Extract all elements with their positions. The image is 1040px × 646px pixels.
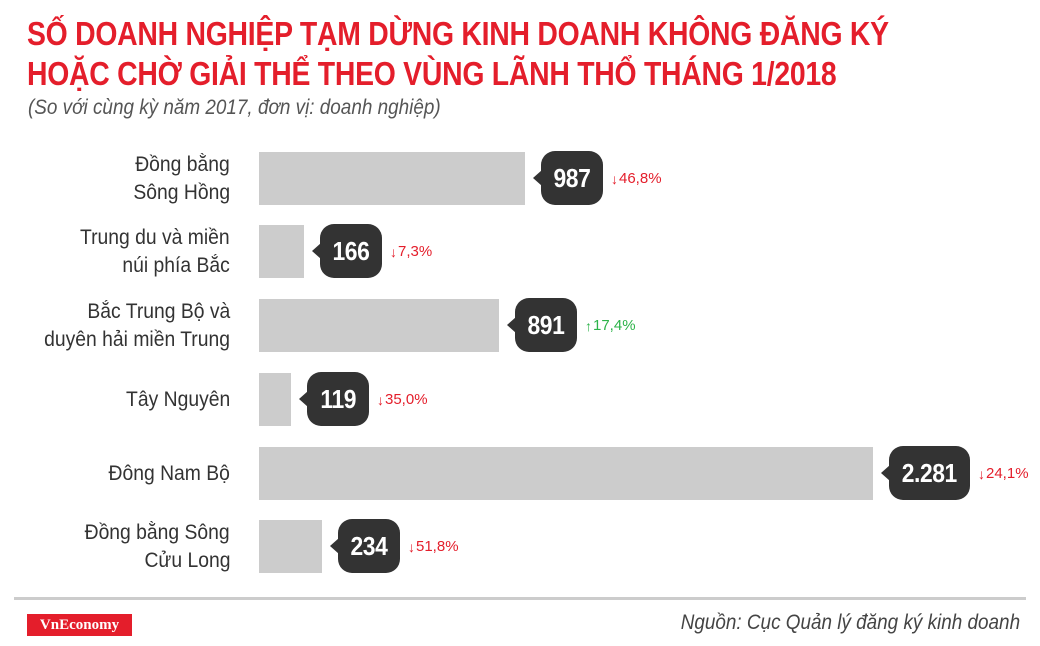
value-bubble: 891 <box>507 298 577 352</box>
chart-row: Đồng bằng Sông Hồng 987 ↓ 46,8% <box>0 151 1040 206</box>
category-label-line1: Đông Nam Bộ <box>108 462 230 485</box>
bar <box>259 299 499 352</box>
category-label: Tây Nguyên <box>117 373 230 427</box>
chart-subtitle: (So với cùng kỳ năm 2017, đơn vị: doanh … <box>28 96 441 119</box>
value-label: 987 <box>553 162 591 193</box>
arrow-up-icon: ↑ <box>585 317 592 334</box>
category-label-line1: Đồng bằng Sông <box>84 521 230 544</box>
source-note: Nguồn: Cục Quản lý đăng ký kinh doanh <box>680 611 1020 634</box>
chart-row: Bắc Trung Bộ và duyên hải miền Trung 891 ↑ 1… <box>0 298 1040 353</box>
arrow-down-icon: ↓ <box>611 170 618 187</box>
arrow-down-icon: ↓ <box>390 243 397 260</box>
category-label-line1: Đồng bằng <box>135 153 230 176</box>
chart-row: Đồng bằng Sông Cửu Long 234 ↓ 51,8% <box>0 519 1040 574</box>
change-percent: 51,8% <box>416 538 459 555</box>
chart-row: Tây Nguyên 119 ↓ 35,0% <box>0 372 1040 427</box>
arrow-down-icon: ↓ <box>978 465 985 482</box>
change-indicator: ↓ 7,3% <box>390 225 432 278</box>
change-indicator: ↓ 24,1% <box>978 447 1029 500</box>
vneconomy-logo: VnEconomy <box>27 614 132 636</box>
value-bubble: 166 <box>312 224 382 278</box>
footer-divider <box>14 597 1026 600</box>
bar <box>259 447 873 500</box>
bar <box>259 225 304 278</box>
category-label-line2: Sông Hồng <box>133 181 230 204</box>
value-bubble: 2.281 <box>881 446 970 500</box>
change-percent: 35,0% <box>385 391 428 408</box>
category-label: Đông Nam Bộ <box>98 447 230 501</box>
arrow-down-icon: ↓ <box>408 538 415 555</box>
chart-title-line1: SỐ DOANH NGHIỆP TẠM DỪNG KINH DOANH KHÔN… <box>27 15 889 52</box>
change-percent: 24,1% <box>986 465 1029 482</box>
change-indicator: ↓ 51,8% <box>408 520 459 573</box>
category-label: Trung du và miền núi phía Bắc <box>67 225 230 279</box>
chart-title-line2: HOẶC CHỜ GIẢI THỂ THEO VÙNG LÃNH THỔ THÁ… <box>27 55 837 92</box>
value-bubble: 234 <box>330 519 400 573</box>
change-percent: 7,3% <box>398 243 433 260</box>
category-label-line2: duyên hải miền Trung <box>44 328 230 351</box>
chart-row: Đông Nam Bộ 2.281 ↓ 24,1% <box>0 446 1040 501</box>
bar <box>259 152 525 205</box>
value-label: 2.281 <box>901 457 958 488</box>
value-label: 119 <box>320 383 356 414</box>
chart-title: SỐ DOANH NGHIỆP TẠM DỪNG KINH DOANH KHÔN… <box>27 14 889 94</box>
category-label-line1: Trung du và miền <box>80 226 230 249</box>
category-label-line2: Cửu Long <box>144 549 230 572</box>
value-bubble: 987 <box>533 151 603 205</box>
chart-row: Trung du và miền núi phía Bắc 166 ↓ 7,3% <box>0 224 1040 279</box>
change-indicator: ↓ 35,0% <box>377 373 428 426</box>
value-label: 891 <box>527 309 565 340</box>
change-percent: 46,8% <box>619 170 662 187</box>
value-label: 234 <box>350 530 388 561</box>
category-label: Đồng bằng Sông Cửu Long <box>72 520 230 574</box>
value-bubble: 119 <box>299 372 369 426</box>
arrow-down-icon: ↓ <box>377 391 384 408</box>
category-label-line2: núi phía Bắc <box>122 254 230 277</box>
bar <box>259 520 322 573</box>
category-label-line1: Tây Nguyên <box>125 388 230 411</box>
change-indicator: ↓ 46,8% <box>611 152 662 205</box>
category-label-line1: Bắc Trung Bộ và <box>87 300 230 323</box>
value-label: 166 <box>332 235 370 266</box>
change-indicator: ↑ 17,4% <box>585 299 636 352</box>
change-percent: 17,4% <box>593 317 636 334</box>
category-label: Bắc Trung Bộ và duyên hải miền Trung <box>28 299 230 353</box>
bar <box>259 373 291 426</box>
category-label: Đồng bằng Sông Hồng <box>125 152 230 206</box>
